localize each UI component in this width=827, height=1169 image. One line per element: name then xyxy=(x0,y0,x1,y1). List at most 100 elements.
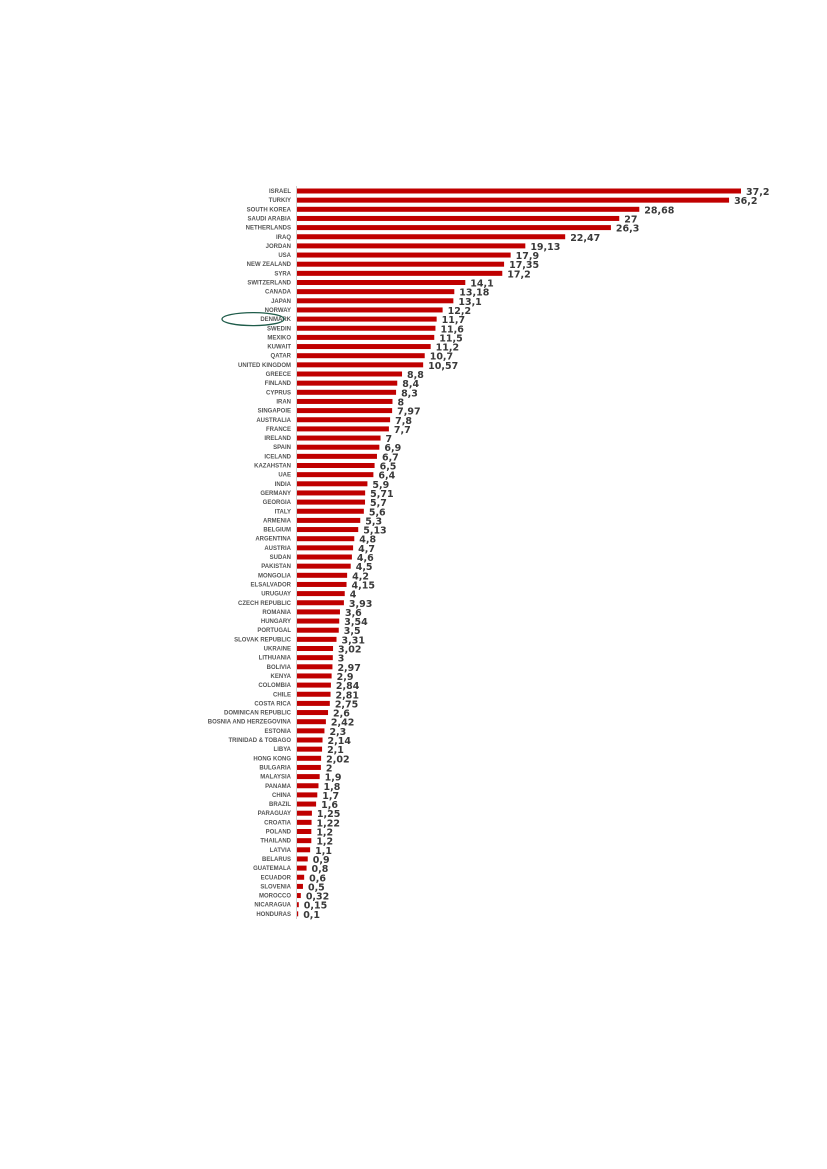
bar xyxy=(297,234,566,240)
category-label: SWITZERLAND xyxy=(247,281,291,287)
value-label: 5,6 xyxy=(369,507,386,518)
bar xyxy=(297,609,340,615)
category-label: COSTA RICA xyxy=(254,701,291,707)
value-label: 1,8 xyxy=(323,782,340,793)
bar xyxy=(297,728,325,734)
value-label: 17,35 xyxy=(509,260,539,271)
category-label: FINLAND xyxy=(265,381,292,387)
bar xyxy=(297,710,329,716)
bar xyxy=(297,755,322,761)
category-label: JAPAN xyxy=(271,299,291,305)
category-label: PAKISTAN xyxy=(261,564,291,570)
bar xyxy=(297,563,351,569)
value-label: 4,2 xyxy=(352,571,369,582)
bar xyxy=(297,508,364,514)
category-label: KENYA xyxy=(271,674,292,680)
value-label: 11,5 xyxy=(439,333,462,344)
bar xyxy=(297,353,425,359)
category-label: ARGENTINA xyxy=(255,537,291,543)
value-label: 28,68 xyxy=(644,205,674,216)
bar xyxy=(297,206,640,212)
value-label: 3,31 xyxy=(342,635,365,646)
category-label: ELSALVADOR xyxy=(251,582,292,588)
value-label: 5,3 xyxy=(365,516,382,527)
value-label: 7,97 xyxy=(397,407,420,418)
value-label: 27 xyxy=(624,214,637,225)
category-label: AUSTRIA xyxy=(264,546,291,552)
category-label: SAUDI ARABIA xyxy=(248,216,292,222)
bar xyxy=(297,636,337,642)
value-label: 11,6 xyxy=(440,324,464,335)
bar xyxy=(297,746,323,752)
value-label: 1,25 xyxy=(317,809,340,820)
bar xyxy=(297,801,317,807)
value-label: 8,4 xyxy=(402,379,419,390)
value-label: 13,1 xyxy=(458,297,481,308)
bar xyxy=(297,426,389,432)
category-label: SLOVAK REPUBLIC xyxy=(234,637,292,643)
bar xyxy=(297,444,380,450)
bar xyxy=(297,298,454,304)
bar xyxy=(297,536,355,542)
category-label: QATAR xyxy=(271,354,292,360)
category-label: MEXIKO xyxy=(267,335,291,341)
category-label: NEW ZEALAND xyxy=(247,262,292,268)
bar xyxy=(297,481,368,487)
category-label: BOSNIA AND HERZEGOVINA xyxy=(208,720,292,726)
bar xyxy=(297,719,326,725)
category-label: DENMARK xyxy=(260,317,291,323)
category-label: NETHERLANDS xyxy=(246,226,291,232)
category-label: MONGOLIA xyxy=(258,573,292,579)
bar xyxy=(297,225,611,231)
bar xyxy=(297,829,312,834)
bar xyxy=(297,307,443,313)
value-label: 6,9 xyxy=(384,443,401,454)
value-label: 1,2 xyxy=(316,828,333,839)
value-label: 12,2 xyxy=(448,306,471,317)
value-label: 6,5 xyxy=(380,462,397,473)
category-label: ECUADOR xyxy=(261,875,292,881)
bar xyxy=(297,527,359,533)
value-label: 26,3 xyxy=(616,224,639,235)
bar xyxy=(297,764,321,770)
category-label: HONDURAS xyxy=(256,912,291,918)
value-label: 2,14 xyxy=(328,736,352,747)
category-label: CROATIA xyxy=(264,820,292,826)
value-label: 37,2 xyxy=(746,187,769,198)
category-label: CYPRUS xyxy=(266,390,291,396)
bar xyxy=(297,545,354,551)
bar xyxy=(297,490,366,496)
value-label: 1,22 xyxy=(317,818,340,829)
category-label: CANADA xyxy=(265,290,292,296)
bar xyxy=(297,453,377,459)
value-label: 1,2 xyxy=(316,837,333,848)
category-label: USA xyxy=(278,253,291,259)
category-label: IRAQ xyxy=(276,235,291,241)
value-label: 4,7 xyxy=(358,544,375,555)
bar xyxy=(297,463,375,468)
category-label: FRANCE xyxy=(266,427,291,433)
value-label: 1,7 xyxy=(322,791,339,802)
category-label: TURKIY xyxy=(269,198,291,204)
category-label: AUSTRALIA xyxy=(256,418,291,424)
value-label: 4,15 xyxy=(352,580,375,591)
bar xyxy=(297,682,331,688)
category-label: JORDAN xyxy=(266,244,291,250)
bar xyxy=(297,362,424,368)
value-label: 2,02 xyxy=(326,754,349,765)
value-label: 5,13 xyxy=(363,526,386,537)
value-label: 4,8 xyxy=(359,535,376,546)
category-label: IRELAND xyxy=(264,436,291,442)
value-label: 0,1 xyxy=(303,910,320,921)
bar xyxy=(297,289,455,295)
bar xyxy=(297,856,308,862)
category-label: KAZAHSTAN xyxy=(254,464,291,470)
bar xyxy=(297,902,299,908)
category-label: ICELAND xyxy=(264,454,291,460)
category-label: PANAMA xyxy=(265,784,292,790)
value-label: 5,71 xyxy=(370,489,393,500)
bar xyxy=(297,435,381,441)
category-label: SUDAN xyxy=(270,555,291,561)
bar xyxy=(297,344,431,350)
